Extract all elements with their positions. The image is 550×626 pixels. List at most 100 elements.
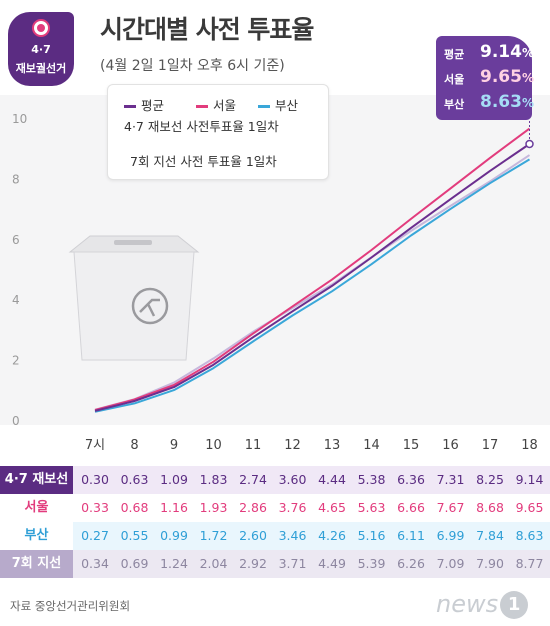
legend-label: 7회 지선 사전 투표율 1일차 <box>130 154 277 169</box>
table-cell: 3.46 <box>278 528 307 543</box>
table-cell: 6.99 <box>436 528 465 543</box>
table-cell: 2.60 <box>239 528 267 543</box>
ballot-stamp-glyph-icon <box>139 298 160 317</box>
table-cell: 5.63 <box>357 500 386 515</box>
x-tick-label: 17 <box>482 438 499 453</box>
table-cell: 1.93 <box>199 500 228 515</box>
x-tick-label: 18 <box>521 438 538 453</box>
table-cell: 2.92 <box>239 556 267 571</box>
table-cell: 0.55 <box>120 528 149 543</box>
table-cell: 8.68 <box>476 500 504 515</box>
series-end-marker <box>525 139 534 149</box>
page-subtitle: (4월 2일 1일차 오후 6시 기준) <box>100 58 285 74</box>
series-line-서울 <box>94 127 531 411</box>
series-line-부산 <box>94 158 531 413</box>
table-cell: 3.60 <box>278 472 307 487</box>
table-cell: 4.65 <box>318 500 346 515</box>
x-tick-label: 12 <box>284 438 301 453</box>
table-cell: 0.63 <box>120 472 149 487</box>
legend-swatch-seoul <box>196 105 208 108</box>
y-tick-label: 0 <box>12 414 20 428</box>
election-badge: 4·7 재보궐선거 <box>8 12 74 86</box>
x-tick-label: 7시 <box>85 438 105 453</box>
table-cell: 3.76 <box>278 500 307 515</box>
y-tick-label: 6 <box>12 233 20 247</box>
table-cell: 2.04 <box>199 556 228 571</box>
table-cell: 0.69 <box>120 556 149 571</box>
badge-number: 4·7 <box>31 43 51 56</box>
table-cell: 0.30 <box>81 472 109 487</box>
table-cell: 6.66 <box>397 500 425 515</box>
table-row: 7회 지선 0.34 0.69 1.24 2.04 2.92 3.71 4.49 5.39 6.2… <box>0 550 550 578</box>
x-tick-label: 11 <box>245 438 262 453</box>
table-row: 부산 0.27 0.55 0.99 1.72 2.60 3.46 4.26 5.16 6.11 6.… <box>0 522 550 550</box>
legend-label: 서울 <box>213 98 237 113</box>
y-tick-label: 8 <box>12 172 20 186</box>
ballot-stamp-mark-icon <box>131 287 169 325</box>
table-cell: 8.63 <box>515 528 544 543</box>
x-tick-label: 13 <box>324 438 341 453</box>
x-tick-label: 10 <box>205 438 222 453</box>
table-cell: 0.68 <box>120 500 149 515</box>
table-cell: 0.27 <box>81 528 109 543</box>
series-line-7회 지선 <box>94 154 531 411</box>
table-cell: 4.49 <box>318 556 346 571</box>
table-row-label: 서울 <box>0 494 73 522</box>
legend-item-busan: 부산 <box>258 95 298 114</box>
y-tick-label: 4 <box>12 293 20 307</box>
table-row-label: 4·7 재보선 <box>0 466 73 494</box>
chart-legend: 평균 서울 부산 4·7 재보선 사전투표율 1일차 7회 지선 사전 투표율 … <box>107 84 329 180</box>
table-cell: 1.72 <box>199 528 228 543</box>
table-cell: 2.74 <box>239 472 267 487</box>
news1-logo: news 1 <box>436 590 529 619</box>
legend-item-seoul: 서울 <box>196 95 236 114</box>
callout-key: 서울 <box>444 73 465 86</box>
table-cell: 4.26 <box>318 528 346 543</box>
table-cell: 5.39 <box>357 556 386 571</box>
legend-label: 부산 <box>275 98 299 113</box>
table-cell: 7.90 <box>476 556 504 571</box>
table-cell: 1.09 <box>160 472 188 487</box>
table-cell: 4.44 <box>318 472 346 487</box>
ballot-stamp-icon <box>32 19 50 37</box>
legend-swatch-busan <box>258 105 270 108</box>
page-title: 시간대별 사전 투표율 <box>100 15 314 44</box>
x-axis-band <box>0 425 550 466</box>
table-cell: 1.16 <box>160 500 188 515</box>
legend-caption: 4·7 재보선 사전투표율 1일차 <box>124 119 279 134</box>
table-cell: 8.25 <box>476 472 504 487</box>
table-cell: 9.65 <box>515 500 544 515</box>
table-cell: 0.99 <box>160 528 188 543</box>
callout-value: 8.63% <box>480 92 534 112</box>
y-tick-label: 10 <box>12 112 27 126</box>
x-tick-label: 8 <box>130 438 138 453</box>
callout-value: 9.14% <box>480 42 534 62</box>
table-row-label: 부산 <box>0 522 73 550</box>
callout-value: 9.65% <box>480 67 534 87</box>
ballot-slot-icon <box>114 240 152 245</box>
callout-key: 평균 <box>444 48 465 61</box>
badge-label: 재보궐선거 <box>15 62 67 75</box>
table-row: 4·7 재보선 0.30 0.63 1.09 1.83 2.74 3.60 4.44 5.38 6… <box>0 466 550 494</box>
legend-swatch-average <box>124 105 136 108</box>
legend-label: 평균 <box>141 98 165 113</box>
table-cell: 7.09 <box>436 556 465 571</box>
x-tick-label: 16 <box>442 438 459 453</box>
table-cell: 9.14 <box>515 472 544 487</box>
table-cell: 5.38 <box>357 472 386 487</box>
table-cell: 6.36 <box>397 472 425 487</box>
callout-key: 부산 <box>444 98 465 111</box>
x-tick-label: 9 <box>170 438 178 453</box>
table-cell: 2.86 <box>239 500 267 515</box>
table-cell: 1.83 <box>199 472 228 487</box>
x-tick-label: 14 <box>363 438 380 453</box>
table-cell: 7.84 <box>476 528 504 543</box>
series-line-평균 <box>94 143 531 412</box>
table-row: 서울 0.33 0.68 1.16 1.93 2.86 3.76 4.65 5.63 6.66 7.… <box>0 494 550 522</box>
table-cell: 1.24 <box>160 556 188 571</box>
x-tick-label: 15 <box>403 438 420 453</box>
source-note: 자료 중앙선거관리위원회 <box>10 599 131 613</box>
y-tick-label: 2 <box>12 354 20 368</box>
table-cell: 0.34 <box>81 556 109 571</box>
